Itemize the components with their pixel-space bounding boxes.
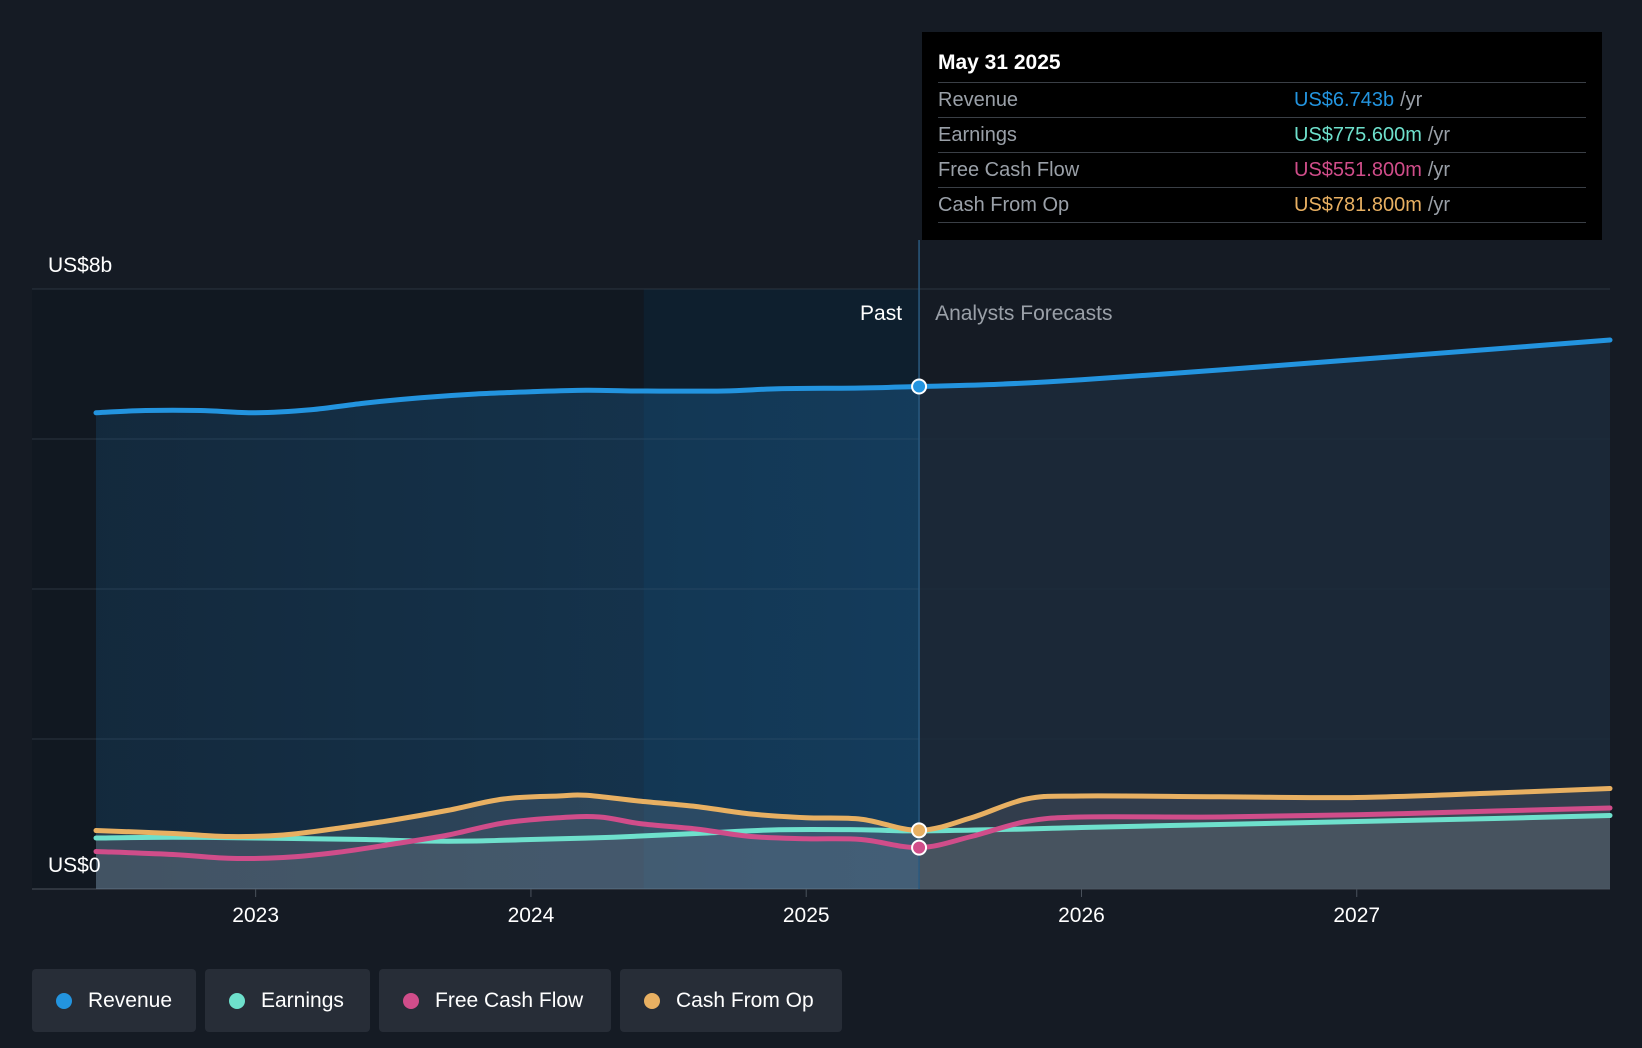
- x-tick-label: 2026: [1058, 904, 1105, 927]
- revenue-marker: [911, 378, 928, 395]
- tooltip-value: US$781.800m: [1294, 194, 1422, 216]
- forecast-label: Analysts Forecasts: [935, 302, 1112, 325]
- x-tick-label: 2027: [1333, 904, 1380, 927]
- legend-item-cash-from-op[interactable]: Cash From Op: [620, 969, 842, 1032]
- tooltip-value: US$775.600m: [1294, 124, 1422, 146]
- tooltip: May 31 2025 Revenue US$6.743b /yr Earnin…: [922, 32, 1602, 240]
- free-cash-flow-dot-icon: [403, 992, 419, 1009]
- legend-item-earnings[interactable]: Earnings: [205, 969, 370, 1032]
- legend-label: Cash From Op: [676, 988, 814, 1012]
- earnings-area: [96, 815, 1610, 889]
- cash-from-op-line: [93, 786, 1613, 840]
- tooltip-value: US$551.800m: [1294, 159, 1422, 181]
- tooltip-unit: /yr: [1400, 89, 1423, 111]
- tooltip-label: Earnings: [938, 124, 1017, 146]
- y-axis-top-label: US$8b: [48, 254, 112, 277]
- x-tick-label: 2025: [783, 904, 830, 927]
- legend-label: Free Cash Flow: [435, 988, 584, 1012]
- legend-item-free-cash-flow[interactable]: Free Cash Flow: [379, 969, 611, 1032]
- y-axis-bottom-label: US$0: [48, 854, 101, 877]
- legend-item-revenue[interactable]: Revenue: [32, 969, 196, 1032]
- earnings-line: [93, 813, 1613, 844]
- free-cash-flow-marker: [911, 839, 928, 856]
- free-cash-flow-line: [93, 805, 1613, 861]
- tooltip-row-earnings: Earnings US$775.600m /yr: [938, 118, 1586, 153]
- tooltip-value: US$6.743b: [1294, 89, 1395, 111]
- tooltip-unit: /yr: [1427, 159, 1451, 181]
- legend-label: Revenue: [87, 988, 172, 1012]
- x-tick-label: 2024: [508, 904, 555, 927]
- x-tick-label: 2023: [232, 904, 279, 927]
- tooltip-unit: /yr: [1427, 124, 1451, 146]
- tooltip-row-free-cash-flow: Free Cash Flow US$551.800m /yr: [938, 153, 1586, 188]
- cash-from-op-marker: [911, 822, 928, 839]
- tooltip-unit: /yr: [1427, 194, 1451, 216]
- tooltip-label: Free Cash Flow: [938, 159, 1080, 181]
- earnings-dot-icon: [229, 992, 245, 1009]
- tooltip-label: Cash From Op: [938, 194, 1070, 216]
- legend: Revenue Earnings Free Cash Flow Cash Fro…: [32, 969, 842, 1032]
- tooltip-label: Revenue: [938, 89, 1019, 111]
- free-cash-flow-area: [96, 808, 1610, 889]
- revenue-line: [93, 337, 1613, 416]
- legend-label: Earnings: [261, 988, 344, 1012]
- chart: US$8b US$0 Past Analysts Forecasts 2023 2024 2…: [32, 240, 1613, 927]
- revenue-area-forecast: [919, 340, 1610, 889]
- tooltip-row-revenue: Revenue US$6.743b /yr: [938, 83, 1586, 118]
- past-label: Past: [860, 302, 902, 325]
- tooltip-date: May 31 2025: [938, 48, 1586, 83]
- cash-from-op-dot-icon: [644, 992, 660, 1009]
- revenue-dot-icon: [56, 992, 72, 1009]
- revenue-area-past: [96, 386, 920, 889]
- tooltip-row-cash-from-op: Cash From Op US$781.800m /yr: [938, 188, 1586, 223]
